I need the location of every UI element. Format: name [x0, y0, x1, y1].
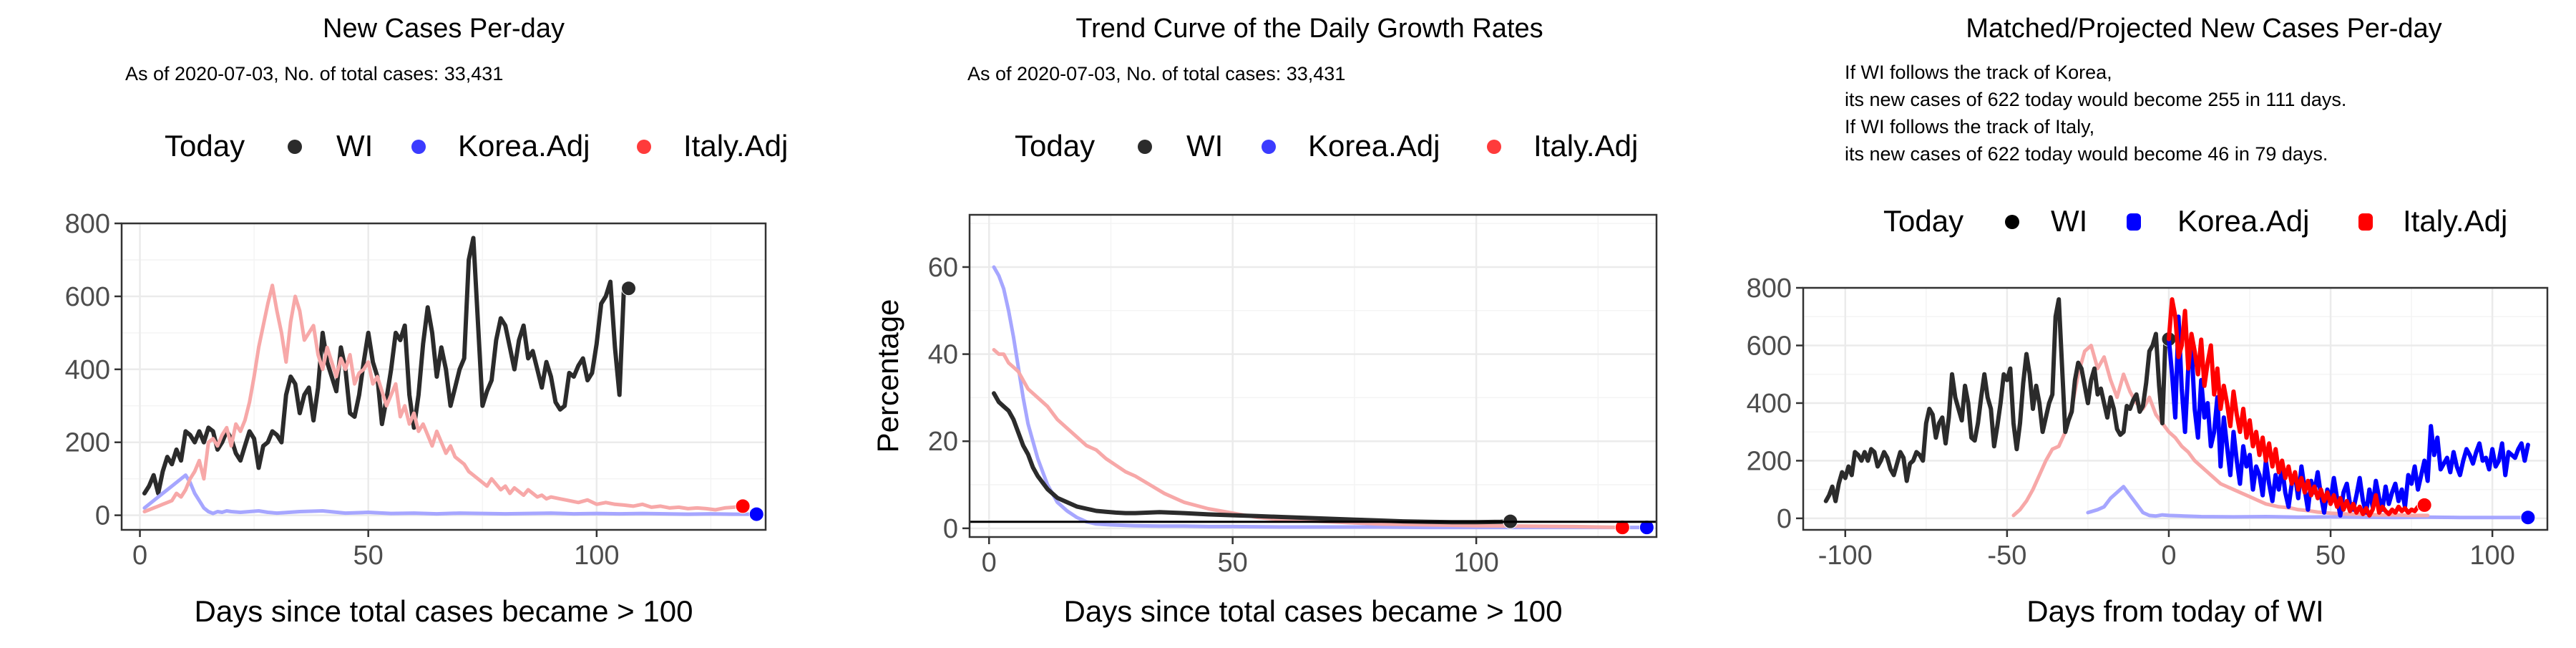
x-axis-label: Days since total cases became > 100	[195, 594, 693, 628]
chart-title: New Cases Per-day	[323, 14, 565, 44]
legend-key-italy	[1487, 140, 1501, 154]
chart-title: Trend Curve of the Daily Growth Rates	[1075, 14, 1543, 44]
plot-series	[1823, 297, 2536, 526]
plot-series	[970, 265, 1657, 536]
legend-title: Today	[165, 129, 245, 163]
series-endpoint-wi	[621, 281, 637, 296]
series-line-wi	[992, 391, 1513, 525]
legend-key-korea	[2127, 213, 2141, 231]
plot-grid	[970, 215, 1657, 537]
series-endpoint-italy-adj	[1614, 520, 1630, 536]
legend-label-korea: Korea.Adj	[2177, 204, 2309, 238]
series-endpoint-italy-adj	[2416, 497, 2432, 513]
legend-key-korea	[411, 140, 426, 154]
chart-subtitle: As of 2020-07-03, No. of total cases: 33…	[967, 63, 1345, 84]
x-tick-label: 100	[574, 541, 619, 571]
x-tick-label: -100	[1818, 541, 1873, 571]
series-endpoint-korea-adj	[1639, 520, 1654, 536]
x-axis-label: Days since total cases became > 100	[1064, 594, 1563, 628]
annotation-line-3: If WI follows the track of Italy,	[1845, 116, 2094, 137]
x-axis-label: Days from today of WI	[2026, 594, 2323, 628]
plot-panel-border	[120, 222, 767, 531]
series-endpoint-italy-adj	[735, 498, 751, 514]
y-tick-label: 600	[1747, 331, 1792, 361]
panel-new-cases: New Cases Per-day As of 2020-07-03, No. …	[65, 14, 789, 628]
legend-label-korea: Korea.Adj	[1308, 129, 1440, 163]
legend-key-wi	[2005, 215, 2019, 229]
x-tick-label: 50	[353, 541, 384, 571]
chart-title: Matched/Projected New Cases Per-day	[1966, 14, 2441, 44]
panel-projection: Matched/Projected New Cases Per-day If W…	[1747, 14, 2549, 628]
series-endpoint-korea-adj-faint-	[2520, 510, 2536, 526]
y-tick-label: 800	[1747, 274, 1792, 304]
plot-panel-border	[1802, 286, 2549, 531]
legend: Today WI Korea.Adj Italy.Adj	[165, 129, 788, 163]
series-line-korea-adj	[142, 473, 758, 516]
y-tick-label: 600	[65, 282, 110, 312]
legend: Today WI Korea.Adj Italy.Adj	[1015, 129, 1638, 163]
y-tick-label: 0	[1777, 504, 1792, 534]
y-tick-label: 40	[928, 340, 958, 370]
legend-key-italy	[637, 140, 651, 154]
x-tick-label: 0	[2161, 541, 2176, 571]
annotation-line-4: its new cases of 622 today would become …	[1845, 143, 2328, 165]
y-tick-label: 200	[65, 428, 110, 458]
series-line-italy-adj	[2167, 297, 2427, 518]
plot-axes: 0 50 100 0 20 40 60	[928, 253, 1499, 578]
plot-series	[142, 236, 764, 522]
y-tick-label: 0	[943, 514, 958, 544]
legend-title: Today	[1883, 204, 1963, 238]
legend-label-wi: WI	[336, 129, 373, 163]
y-axis-label: Percentage	[871, 299, 904, 453]
series-line-wi	[1823, 297, 2171, 503]
legend: Today WI Korea.Adj Italy.Adj	[1883, 204, 2507, 238]
x-tick-label: 0	[982, 548, 997, 578]
y-tick-label: 200	[1747, 446, 1792, 476]
y-tick-label: 60	[928, 253, 958, 283]
chart-subtitle: As of 2020-07-03, No. of total cases: 33…	[125, 63, 503, 84]
legend-label-italy: Italy.Adj	[2403, 204, 2507, 238]
plot-panel-border	[968, 213, 1658, 538]
x-tick-label: 50	[1218, 548, 1248, 578]
x-tick-label: 50	[2316, 541, 2346, 571]
legend-label-italy: Italy.Adj	[1533, 129, 1638, 163]
legend-key-wi	[288, 140, 302, 154]
series-line-wi	[142, 236, 631, 495]
x-tick-label: 100	[1453, 548, 1498, 578]
x-tick-label: -50	[1987, 541, 2026, 571]
y-tick-label: 800	[65, 209, 110, 239]
legend-key-wi	[1138, 140, 1152, 154]
series-line-italy-adj	[142, 284, 745, 513]
annotation-line-2: its new cases of 622 today would become …	[1845, 89, 2346, 110]
series-line-korea-adj	[2167, 314, 2530, 518]
legend-label-wi: WI	[2051, 204, 2087, 238]
series-line-korea-adj	[992, 265, 1649, 530]
panel-growth-rates: Trend Curve of the Daily Growth Rates As…	[871, 14, 1658, 628]
series-line-italy-adj	[992, 348, 1624, 530]
legend-key-italy	[2358, 213, 2373, 231]
legend-label-wi: WI	[1186, 129, 1223, 163]
x-tick-label: 0	[132, 541, 147, 571]
legend-label-italy: Italy.Adj	[683, 129, 788, 163]
x-tick-label: 100	[2469, 541, 2514, 571]
annotation-line-1: If WI follows the track of Korea,	[1845, 62, 2112, 83]
y-tick-label: 400	[65, 355, 110, 385]
y-tick-label: 0	[95, 501, 110, 531]
y-tick-label: 400	[1747, 389, 1792, 419]
y-tick-label: 20	[928, 427, 958, 457]
legend-label-korea: Korea.Adj	[458, 129, 590, 163]
legend-key-korea	[1262, 140, 1276, 154]
series-endpoint-korea-adj	[748, 506, 764, 522]
plot-axes: 0 50 100 0 200 400 600 800	[65, 209, 620, 571]
legend-title: Today	[1015, 129, 1095, 163]
plot-axes: -100 -50 0 50 100 0 200 400 600 800	[1747, 274, 2515, 571]
